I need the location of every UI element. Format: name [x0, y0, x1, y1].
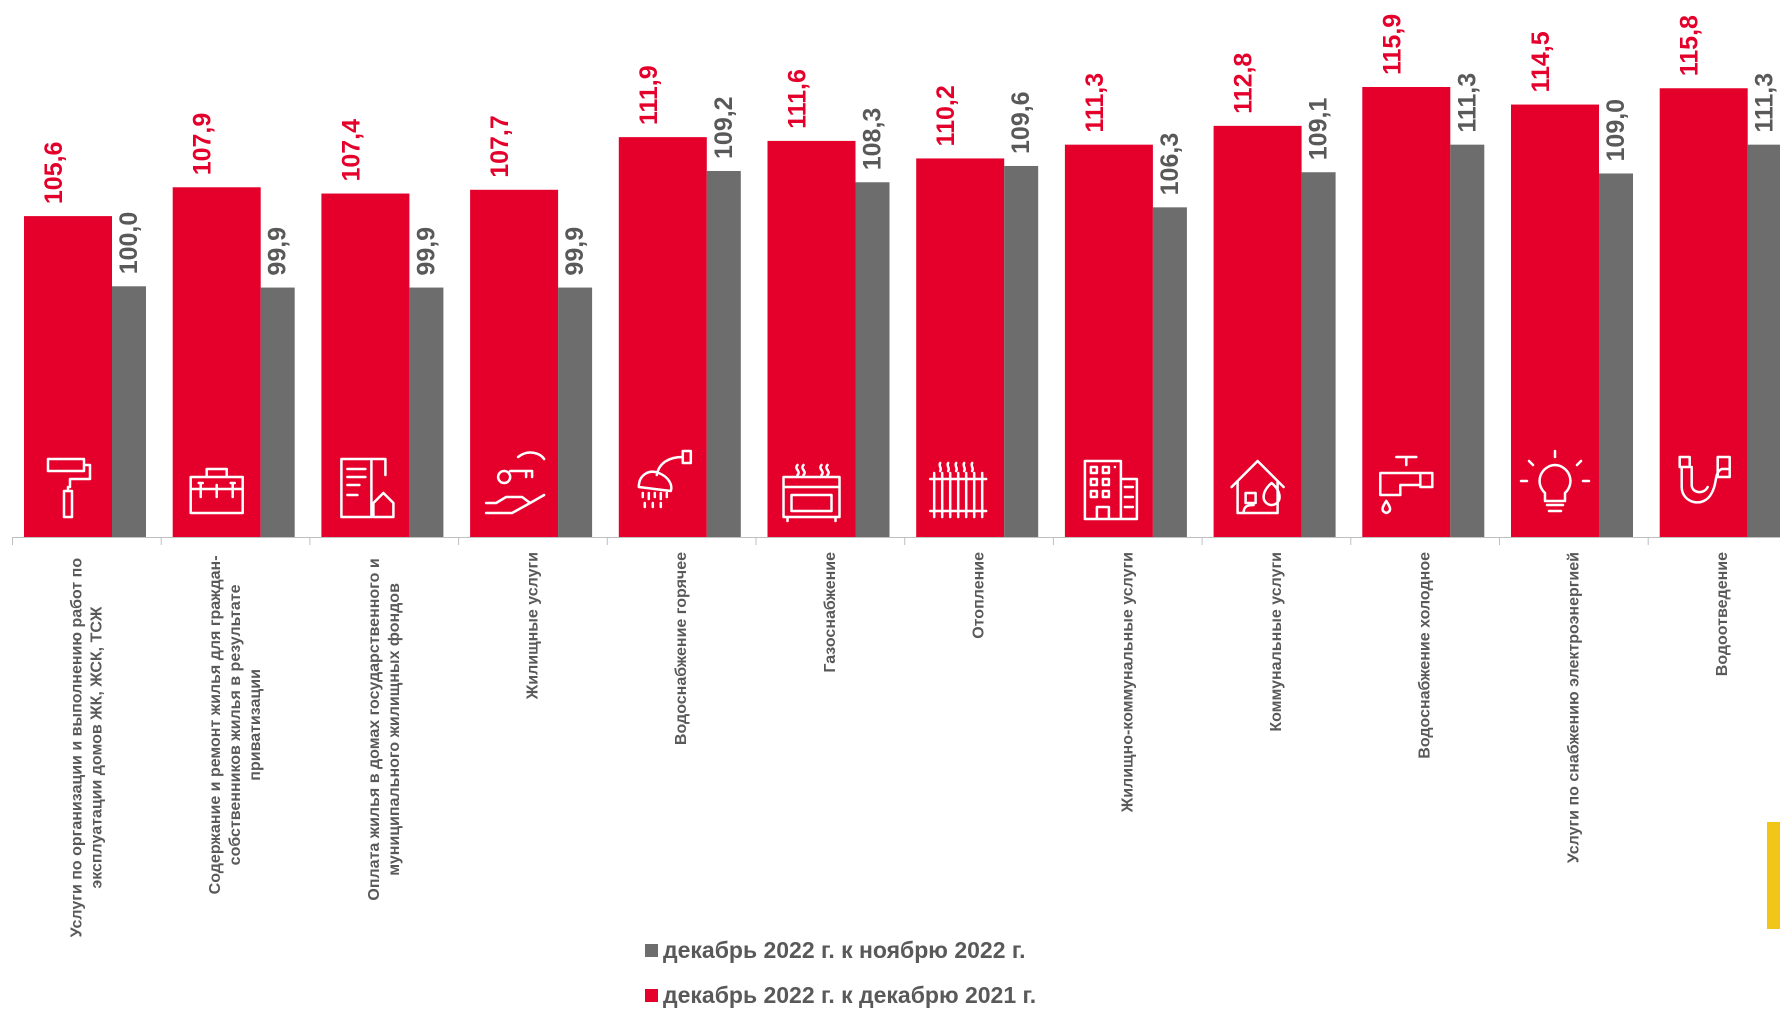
toolbox-icon [189, 467, 244, 515]
bar-red [767, 140, 856, 537]
category-label: Водоснабжение горячее [673, 552, 690, 745]
bar-red [470, 189, 559, 537]
data-label-red: 107,7 [486, 115, 514, 178]
data-label-grey: 109,0 [1602, 99, 1630, 162]
gas-stove-icon [782, 463, 841, 523]
category-label: Коммунальные услуги [1268, 552, 1285, 732]
data-label-grey: 111,3 [1453, 73, 1481, 133]
legend-label-red: декабрь 2022 г. к декабрю 2021 г. [663, 982, 1037, 1008]
data-label-grey: 100,0 [115, 212, 143, 275]
bar-grey [260, 287, 295, 537]
data-label-red: 115,8 [1676, 15, 1704, 76]
category-label-line: эксплуатации домов ЖК, ЖСК, ТСЖ [88, 606, 105, 889]
category-label-line: приватизации [247, 669, 264, 781]
legend-swatch-grey [645, 944, 658, 957]
bar-red [916, 158, 1005, 537]
category-label-line: муниципального жилищных фондов [386, 583, 403, 876]
bar-grey [1747, 144, 1780, 538]
bar-grey [409, 287, 444, 537]
water-tap-icon [1379, 455, 1434, 515]
bar-red [1213, 125, 1302, 537]
legend-swatch-red [645, 989, 658, 1002]
data-label-grey: 109,6 [1007, 91, 1035, 154]
category-label-line: Жилищно-коммунальные услуги [1119, 552, 1136, 813]
drain-pipe-icon [1678, 455, 1731, 504]
category-label-line: Водоснабжение холодное [1417, 552, 1434, 759]
hand-key-icon [484, 451, 546, 515]
data-label-grey: 106,3 [1156, 133, 1184, 196]
category-label-line: Услуги по организации и выполнению работ… [68, 558, 85, 938]
bar-red [24, 216, 112, 537]
data-label-grey: 99,9 [561, 227, 589, 276]
data-label-red: 107,9 [189, 113, 217, 176]
bar-grey [1152, 207, 1187, 537]
legend-item-red: декабрь 2022 г. к декабрю 2021 г. [645, 982, 1036, 1009]
bar-grey [558, 287, 593, 537]
bar-red [1659, 88, 1748, 537]
bar-grey [1450, 144, 1485, 538]
bar-red [618, 137, 707, 537]
category-label: Жилищные услуги [524, 552, 541, 700]
category-label: Услуги по организации и выполнению работ… [68, 558, 105, 938]
data-label-red: 112,8 [1230, 53, 1258, 114]
category-label-line: Жилищные услуги [524, 552, 541, 700]
data-label-grey: 99,9 [412, 227, 440, 276]
category-label-line: Коммунальные услуги [1268, 552, 1285, 732]
data-label-red: 107,4 [337, 119, 365, 182]
category-label-line: Услуги по снабжению электроэнергией [1565, 552, 1582, 863]
shower-icon [637, 449, 693, 509]
data-label-red: 115,9 [1378, 14, 1406, 75]
data-label-red: 111,9 [635, 65, 663, 125]
bar-grey [706, 170, 741, 538]
data-label-red: 114,5 [1527, 31, 1555, 92]
apartment-building-icon [1083, 459, 1139, 521]
bar-grey [1004, 165, 1039, 537]
category-label-line: Водоснабжение горячее [673, 552, 690, 745]
house-utilities-icon [1230, 459, 1285, 515]
category-label-line: Газоснабжение [822, 552, 839, 673]
category-label: Газоснабжение [822, 552, 839, 673]
category-label: Водоснабжение холодное [1417, 552, 1434, 759]
data-label-grey: 109,1 [1305, 98, 1333, 161]
bar-grey [1599, 173, 1633, 538]
side-tab-accent [1767, 822, 1780, 929]
data-label-grey: 109,2 [710, 96, 738, 159]
data-label-grey: 111,3 [1751, 73, 1779, 133]
light-bulb-icon [1519, 449, 1591, 513]
data-label-grey: 108,3 [859, 108, 887, 171]
bar-grey [112, 286, 146, 537]
bar-red [1362, 87, 1451, 537]
category-label-line: собственников жилья в результате [227, 584, 244, 865]
category-label-line: Оплата жилья в домах государственного и [366, 558, 383, 900]
data-label-red: 105,6 [40, 142, 68, 205]
paint-roller-icon [46, 457, 92, 519]
data-label-red: 111,3 [1081, 73, 1109, 133]
data-label-grey: 99,9 [264, 227, 292, 276]
category-label-line: Отопление [971, 552, 988, 639]
category-label: Отопление [971, 552, 988, 639]
category-label: Услуги по снабжению электроэнергией [1565, 552, 1582, 863]
legend-item-grey: декабрь 2022 г. к ноябрю 2022 г. [645, 937, 1026, 964]
category-label: Содержание и ремонт жилья для граждан-со… [207, 555, 264, 894]
bar-red [1511, 104, 1599, 538]
house-bill-icon [340, 457, 395, 519]
bar-grey [855, 182, 890, 537]
category-label: Водоотведение [1714, 552, 1731, 676]
legend-label-grey: декабрь 2022 г. к ноябрю 2022 г. [663, 937, 1026, 963]
bar-red [321, 193, 410, 537]
bar-grey [1301, 172, 1336, 538]
bar-red [172, 187, 261, 537]
category-label-line: Содержание и ремонт жилья для граждан- [207, 555, 224, 894]
category-label: Жилищно-коммунальные услуги [1119, 552, 1136, 813]
radiator-icon [928, 461, 988, 519]
data-label-red: 111,6 [784, 69, 812, 129]
data-label-red: 110,2 [932, 85, 960, 146]
category-label-line: Водоотведение [1714, 552, 1731, 676]
